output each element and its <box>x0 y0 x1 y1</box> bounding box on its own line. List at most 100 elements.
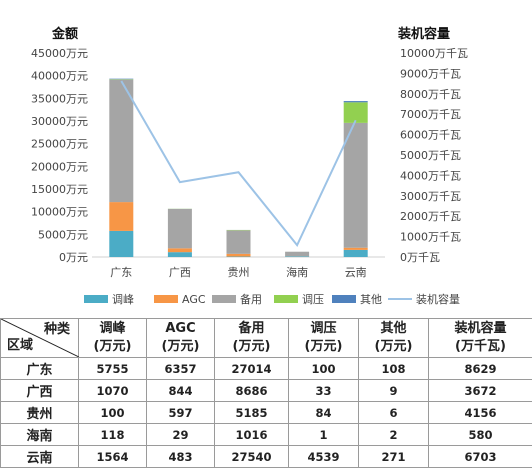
table-cell: 597 <box>147 402 215 424</box>
bar-segment <box>168 209 192 248</box>
bar-stacks <box>109 79 367 257</box>
left-tick-label: 40000万元 <box>31 70 88 83</box>
corner-header: 种类 区域 <box>1 319 79 358</box>
table-cell: 6357 <box>147 358 215 380</box>
table-cell: 5185 <box>215 402 289 424</box>
bar-segment <box>285 256 309 257</box>
category-labels: 广东广西贵州海南云南 <box>110 265 366 279</box>
left-axis-title: 金额 <box>51 26 78 42</box>
table-cell: 100 <box>289 358 359 380</box>
category-label: 广西 <box>169 266 191 279</box>
table-cell: 3672 <box>429 380 532 402</box>
row-region: 海南 <box>1 424 79 446</box>
table-cell: 6703 <box>429 446 532 468</box>
stacked-bar-line-chart: 金额 装机容量 0万元5000万元10000万元15000万元20000万元25… <box>0 0 532 318</box>
table-cell: 108 <box>359 358 429 380</box>
legend-label: 备用 <box>240 292 262 306</box>
col-header: 装机容量(万千瓦) <box>429 319 532 358</box>
table-row: 贵州 100 597 5185 84 6 4156 <box>1 402 532 424</box>
right-tick-label: 6000万千瓦 <box>400 129 461 142</box>
table-cell: 1070 <box>79 380 147 402</box>
table-cell: 6 <box>359 402 429 424</box>
table-cell: 100 <box>79 402 147 424</box>
left-tick-label: 25000万元 <box>31 138 88 151</box>
table-cell: 8686 <box>215 380 289 402</box>
legend-item: 调峰 <box>84 293 134 306</box>
table-cell: 84 <box>289 402 359 424</box>
table-cell: 580 <box>429 424 532 446</box>
legend-swatch <box>274 295 298 303</box>
col-header: 备用(万元) <box>215 319 289 358</box>
left-tick-label: 15000万元 <box>31 183 88 196</box>
right-tick-label: 2000万千瓦 <box>400 210 461 223</box>
left-axis-ticks: 0万元5000万元10000万元15000万元20000万元25000万元300… <box>31 47 88 264</box>
data-table: 种类 区域 调峰(万元) AGC(万元) 备用(万元) 调压(万元) 其他(万元… <box>0 318 532 468</box>
left-tick-label: 10000万元 <box>31 206 88 219</box>
col-header: 调峰(万元) <box>79 319 147 358</box>
bar-segment <box>344 250 368 257</box>
bar-segment <box>168 248 192 252</box>
bar-segment <box>344 102 368 123</box>
table-row: 云南 1564 483 27540 4539 271 6703 <box>1 446 532 468</box>
legend: 调峰 AGC 备用 调压 其他 装机容量 <box>84 292 460 306</box>
table-cell: 271 <box>359 446 429 468</box>
row-region: 贵州 <box>1 402 79 424</box>
table-cell: 118 <box>79 424 147 446</box>
data-table-container: 种类 区域 调峰(万元) AGC(万元) 备用(万元) 调压(万元) 其他(万元… <box>0 318 532 465</box>
bar-segment <box>344 101 368 102</box>
bar-segment <box>344 248 368 250</box>
left-tick-label: 20000万元 <box>31 160 88 173</box>
bar-segment <box>109 202 133 231</box>
table-cell: 1564 <box>79 446 147 468</box>
col-header: AGC(万元) <box>147 319 215 358</box>
legend-label: 调压 <box>302 293 324 306</box>
corner-area-label: 区域 <box>7 337 33 355</box>
row-region: 广西 <box>1 380 79 402</box>
legend-swatch <box>154 295 178 303</box>
right-axis-title: 装机容量 <box>397 26 450 42</box>
bar-segment <box>227 254 251 257</box>
legend-item: 调压 <box>274 293 324 306</box>
table-cell: 5755 <box>79 358 147 380</box>
row-region: 广东 <box>1 358 79 380</box>
table-cell: 1 <box>289 424 359 446</box>
capacity-line-layer <box>121 81 355 245</box>
legend-label: 其他 <box>360 293 382 306</box>
right-tick-label: 1000万千瓦 <box>400 231 461 244</box>
bar-segment <box>227 230 251 254</box>
table-cell: 33 <box>289 380 359 402</box>
bar-segment <box>109 231 133 257</box>
right-tick-label: 10000万千瓦 <box>400 47 468 60</box>
col-header: 其他(万元) <box>359 319 429 358</box>
legend-label: 调峰 <box>112 293 134 306</box>
left-tick-label: 0万元 <box>59 251 88 264</box>
right-axis-ticks: 0万千瓦1000万千瓦2000万千瓦3000万千瓦4000万千瓦5000万千瓦6… <box>400 47 468 264</box>
category-label: 广东 <box>110 266 132 279</box>
category-label: 云南 <box>345 266 367 279</box>
right-tick-label: 8000万千瓦 <box>400 88 461 101</box>
left-tick-label: 45000万元 <box>31 47 88 60</box>
right-tick-label: 3000万千瓦 <box>400 190 461 203</box>
bar-segment <box>285 252 309 257</box>
left-tick-label: 30000万元 <box>31 115 88 128</box>
table-cell: 4539 <box>289 446 359 468</box>
right-tick-label: 0万千瓦 <box>400 251 440 264</box>
bar-segment <box>168 252 192 257</box>
legend-label: AGC <box>182 293 206 306</box>
legend-label: 装机容量 <box>416 292 460 306</box>
capacity-line <box>121 81 355 245</box>
bar-segment <box>109 80 133 202</box>
right-tick-label: 9000万千瓦 <box>400 67 461 80</box>
right-tick-label: 7000万千瓦 <box>400 108 461 121</box>
legend-swatch <box>332 295 356 303</box>
category-label: 海南 <box>286 265 308 279</box>
corner-kind-label: 种类 <box>44 321 70 339</box>
table-cell: 29 <box>147 424 215 446</box>
table-cell: 4156 <box>429 402 532 424</box>
table-row: 海南 118 29 1016 1 2 580 <box>1 424 532 446</box>
row-region: 云南 <box>1 446 79 468</box>
table-header-row: 种类 区域 调峰(万元) AGC(万元) 备用(万元) 调压(万元) 其他(万元… <box>1 319 532 358</box>
legend-item: 其他 <box>332 293 382 306</box>
table-cell: 2 <box>359 424 429 446</box>
